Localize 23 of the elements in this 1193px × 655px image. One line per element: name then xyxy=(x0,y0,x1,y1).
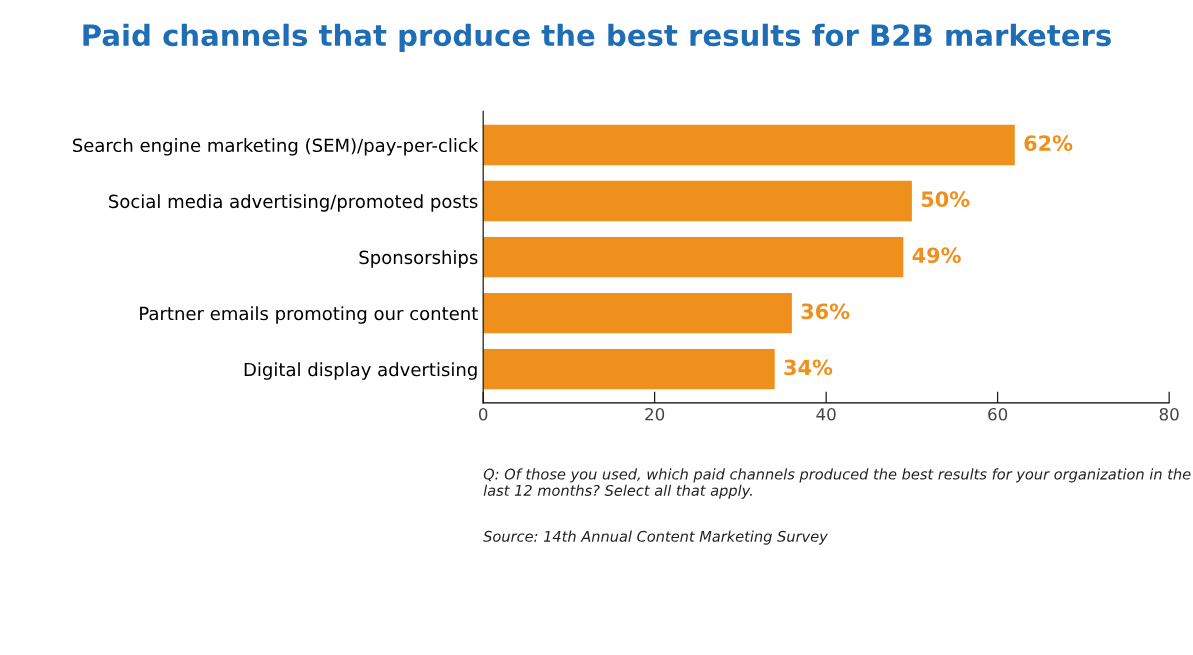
bar xyxy=(483,236,904,278)
x-tick-label: 80 xyxy=(1159,407,1179,421)
text: Q: Of those you used, which paid channels produced the best results for your organization in the last 12 months? Select all that apply. xyxy=(483,468,1191,499)
x-tick-label: 40 xyxy=(816,407,836,421)
bar xyxy=(483,292,792,334)
y-tick-label: Digital display advertising xyxy=(244,362,477,380)
chart-title: Paid channels that produce the best results for B2B marketers xyxy=(83,23,1111,52)
data-label: 36% xyxy=(801,303,850,320)
y-tick-label: Social media advertising/promoted posts xyxy=(109,194,478,212)
bar xyxy=(483,180,912,222)
source-note: Source: 14th Annual Content Marketing Survey xyxy=(483,530,828,545)
bar xyxy=(483,124,1015,166)
data-label: 62% xyxy=(1024,135,1073,152)
data-label: 50% xyxy=(921,191,970,208)
x-tick-label: 0 xyxy=(478,407,488,421)
bar xyxy=(483,349,775,390)
y-tick-label: Search engine marketing (SEM)/pay-per-click xyxy=(72,138,479,156)
data-label: 49% xyxy=(912,247,961,264)
y-tick-label: Partner emails promoting our content xyxy=(140,306,478,324)
data-label: 34% xyxy=(784,359,833,376)
y-tick-label: Sponsorships xyxy=(359,250,478,268)
x-tick-label: 60 xyxy=(988,407,1008,421)
x-tick-label: 20 xyxy=(645,407,665,421)
